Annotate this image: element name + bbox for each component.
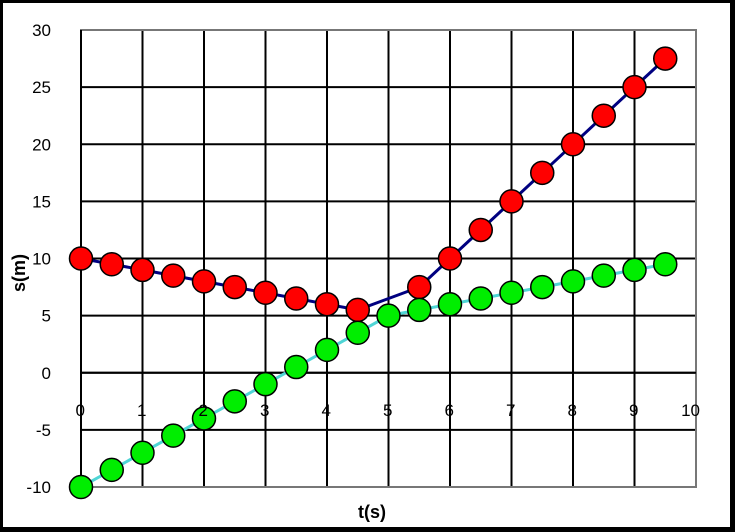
- data-point-series-2: [99, 457, 124, 483]
- data-point-series-2: [68, 474, 94, 500]
- data-point-series-1: [499, 189, 524, 214]
- x-tick-label: 3: [260, 401, 269, 420]
- data-point-series-2: [530, 274, 555, 300]
- data-point-series-2: [253, 371, 278, 397]
- data-point-series-2: [376, 303, 401, 328]
- data-point-series-2: [622, 257, 647, 283]
- series-points: [68, 46, 678, 500]
- data-point-series-1: [437, 246, 463, 271]
- data-point-series-1: [284, 286, 309, 311]
- y-tick-label: 15: [32, 192, 51, 211]
- y-tick-label: -10: [26, 478, 51, 497]
- data-point-series-2: [591, 263, 616, 288]
- y-tick-label: 20: [32, 135, 51, 154]
- data-point-series-1: [530, 160, 555, 186]
- x-tick-label: 0: [76, 401, 85, 420]
- data-point-series-2: [653, 251, 678, 277]
- y-tick-label: 10: [32, 250, 51, 269]
- series-line-2: [80, 262, 666, 489]
- x-tick-label: 9: [629, 401, 638, 420]
- x-tick-label: 6: [445, 401, 454, 420]
- x-tick-label: 2: [199, 401, 208, 420]
- data-point-series-2: [437, 291, 463, 317]
- data-point-series-1: [314, 291, 340, 317]
- x-tick-label: 7: [506, 401, 515, 420]
- data-point-series-1: [68, 246, 94, 271]
- x-axis-label: t(s): [358, 502, 386, 522]
- data-point-series-1: [99, 251, 124, 277]
- y-axis-label: s(m): [9, 254, 29, 292]
- data-point-series-2: [222, 389, 247, 414]
- chart-svg: 30 25 20 15 10 5 0 -5 -10 0 1 2 3 4 5 6 7 8 9 10 t(s) s(m): [9, 21, 700, 522]
- data-point-series-2: [130, 440, 155, 465]
- data-point-series-1: [253, 280, 278, 306]
- x-tick-label: 4: [322, 401, 331, 420]
- tick-labels: 30 25 20 15 10 5 0 -5 -10 0 1 2 3 4 5 6 7 8 9 10: [26, 21, 700, 497]
- data-point-series-1: [345, 297, 370, 323]
- x-tick-label: 5: [383, 401, 392, 420]
- x-tick-label: 8: [568, 401, 577, 420]
- data-point-series-2: [284, 354, 309, 380]
- y-tick-label: 25: [32, 78, 51, 97]
- data-point-series-1: [191, 269, 217, 294]
- data-point-series-1: [653, 46, 678, 71]
- y-tick-label: 30: [32, 21, 51, 40]
- data-point-series-1: [161, 263, 186, 288]
- y-tick-label: 0: [42, 364, 51, 383]
- data-point-series-2: [499, 280, 524, 306]
- data-point-series-1: [130, 257, 155, 283]
- y-tick-label: -5: [36, 421, 51, 440]
- data-point-series-2: [407, 297, 432, 323]
- x-tick-label: 1: [137, 401, 146, 420]
- data-point-series-2: [314, 337, 340, 363]
- data-point-series-1: [407, 274, 432, 300]
- data-point-series-2: [345, 320, 370, 346]
- data-point-series-1: [468, 217, 493, 243]
- data-point-series-2: [560, 269, 586, 294]
- data-point-series-2: [191, 406, 217, 431]
- data-point-series-2: [161, 423, 186, 448]
- data-point-series-1: [222, 274, 247, 300]
- data-point-series-1: [591, 103, 616, 128]
- x-tick-label: 10: [681, 401, 700, 420]
- y-tick-label: 5: [42, 307, 51, 326]
- data-point-series-1: [560, 132, 586, 157]
- data-point-series-1: [622, 74, 647, 100]
- data-point-series-2: [468, 286, 493, 311]
